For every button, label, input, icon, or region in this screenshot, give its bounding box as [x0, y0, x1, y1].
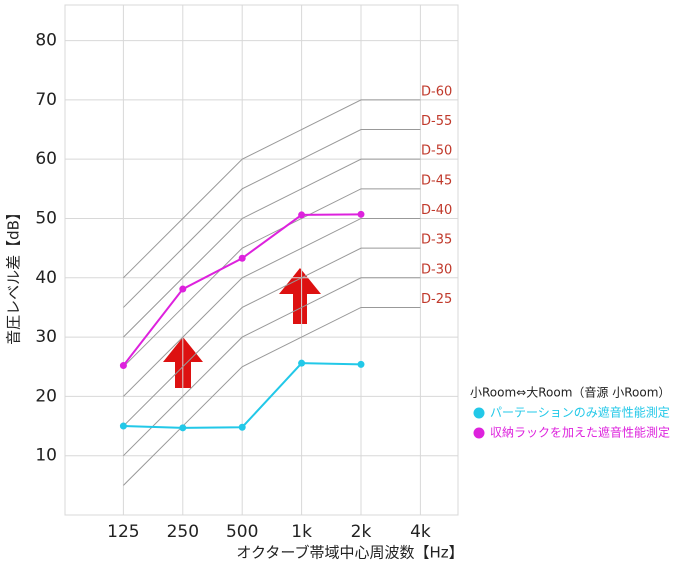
reference-curve: [123, 306, 421, 486]
reference-label: D-50: [421, 144, 452, 159]
y-tick-label: 50: [35, 208, 57, 228]
reference-curve: [123, 99, 421, 279]
legend-title: 小Room⇔大Room（音源 小Room）: [470, 385, 670, 400]
data-point: [179, 285, 187, 293]
data-point: [357, 210, 365, 218]
data-point: [238, 423, 246, 431]
y-tick-label: 30: [35, 327, 57, 347]
y-tick-label: 20: [35, 386, 57, 406]
y-axis-label: 音圧レベル差【dB】: [5, 205, 23, 345]
data-point: [179, 424, 187, 432]
x-tick-label: 250: [167, 522, 199, 542]
data-point: [357, 360, 365, 368]
y-tick-label: 10: [35, 446, 57, 466]
data-point: [298, 359, 306, 367]
legend-marker: [473, 427, 485, 439]
y-tick-label: 70: [35, 90, 57, 110]
reference-label: D-35: [421, 233, 452, 248]
reference-curve: [123, 188, 421, 368]
reference-curve: [123, 129, 421, 308]
reference-label: D-40: [421, 203, 452, 218]
x-axis-label: オクターブ帯域中心周波数【Hz】: [236, 544, 463, 562]
y-tick-label: 80: [35, 31, 57, 51]
reference-curve: [123, 247, 421, 427]
x-tick-label: 2k: [351, 522, 372, 542]
x-tick-label: 1k: [291, 522, 312, 542]
data-point: [298, 211, 306, 219]
reference-label: D-30: [421, 262, 452, 277]
data-point: [119, 422, 127, 430]
data-point: [238, 254, 246, 262]
legend-label: 収納ラックを加えた遮音性能測定: [490, 425, 670, 440]
x-tick-label: 4k: [410, 522, 431, 542]
reference-label: D-55: [421, 114, 452, 129]
reference-curve: [123, 158, 421, 338]
data-point: [119, 362, 127, 370]
reference-label: D-45: [421, 173, 452, 188]
y-tick-label: 40: [35, 268, 57, 288]
x-tick-label: 500: [226, 522, 258, 542]
reference-label: D-60: [421, 84, 452, 99]
legend-marker: [473, 407, 485, 419]
y-tick-label: 60: [35, 149, 57, 169]
legend-label: パーテーションのみ遮音性能測定: [490, 405, 670, 420]
plot-frame: [64, 4, 459, 516]
up-arrow: [279, 268, 321, 324]
reference-curve: [123, 277, 421, 457]
reference-curve: [123, 217, 421, 397]
x-tick-label: 125: [107, 522, 139, 542]
reference-label: D-25: [421, 292, 452, 307]
